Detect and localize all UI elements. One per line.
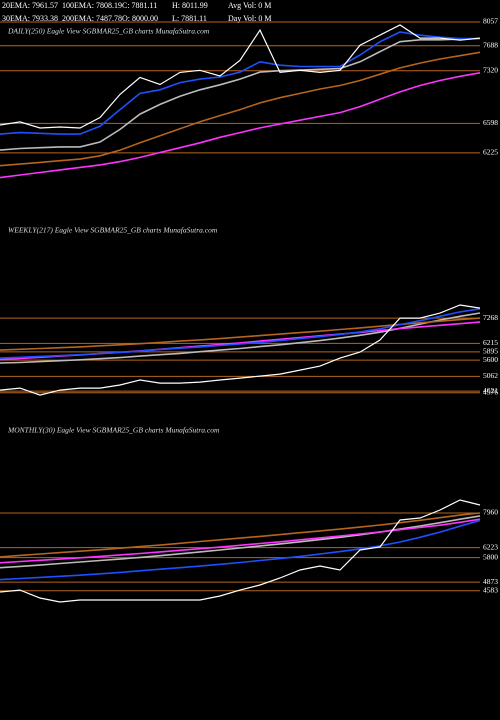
series-line: [0, 308, 481, 359]
header-stat: 30EMA: 7933.38: [2, 14, 58, 23]
y-tick-label: 6598: [483, 118, 498, 127]
series-line: [0, 321, 481, 361]
header-stat: 200EMA: 7487.78: [62, 14, 122, 23]
panel-title: DAILY(250) Eagle View SGBMAR25_GB charts…: [7, 27, 210, 36]
y-tick-label: 7268: [483, 313, 498, 322]
panel-title: WEEKLY(217) Eagle View SGBMAR25_GB chart…: [8, 226, 218, 235]
series-line: [0, 51, 481, 167]
series-line: [0, 515, 481, 569]
header-stat: L: 7881.11: [172, 14, 207, 23]
series-line: [0, 31, 480, 135]
header-stat: O: 8000.00: [122, 14, 158, 23]
series-line: [0, 512, 481, 558]
y-tick-label: 5800: [483, 552, 498, 561]
y-tick-label: 7960: [483, 508, 498, 517]
series-line: [0, 519, 481, 581]
y-tick-label: 5062: [483, 371, 498, 380]
y-tick-label: 4583: [483, 585, 498, 594]
header-stat: Avg Vol: 0 M: [228, 1, 271, 10]
y-tick-label: 4873: [483, 577, 498, 586]
y-tick-label: 6223: [483, 542, 498, 551]
y-tick-label: 6225: [483, 148, 498, 157]
series-line: [0, 518, 481, 564]
series-line: [0, 37, 481, 151]
y-tick-label: 4621: [483, 386, 498, 395]
y-tick-label: 7320: [483, 65, 498, 74]
y-tick-label: 5895: [483, 347, 498, 356]
header-stat: 20EMA: 7961.57: [2, 1, 58, 10]
y-tick-label: 7688: [483, 41, 498, 50]
y-tick-label: 4576: [483, 387, 498, 396]
y-tick-label: 8057: [483, 17, 498, 26]
series-line: [0, 24, 481, 129]
series-line: [0, 304, 481, 396]
series-line: [0, 72, 481, 179]
header-stat: Day Vol: 0 M: [228, 14, 272, 23]
header-stat: H: 8011.99: [172, 1, 208, 10]
y-tick-label: 6215: [483, 338, 498, 347]
series-line: [0, 499, 481, 603]
panel-title: MONTHLY(30) Eagle View SGBMAR25_GB chart…: [7, 426, 220, 435]
header-stat: 100EMA: 7808.19: [62, 1, 122, 10]
y-tick-label: 5600: [483, 355, 498, 364]
header-stat: C: 7881.11: [122, 1, 157, 10]
